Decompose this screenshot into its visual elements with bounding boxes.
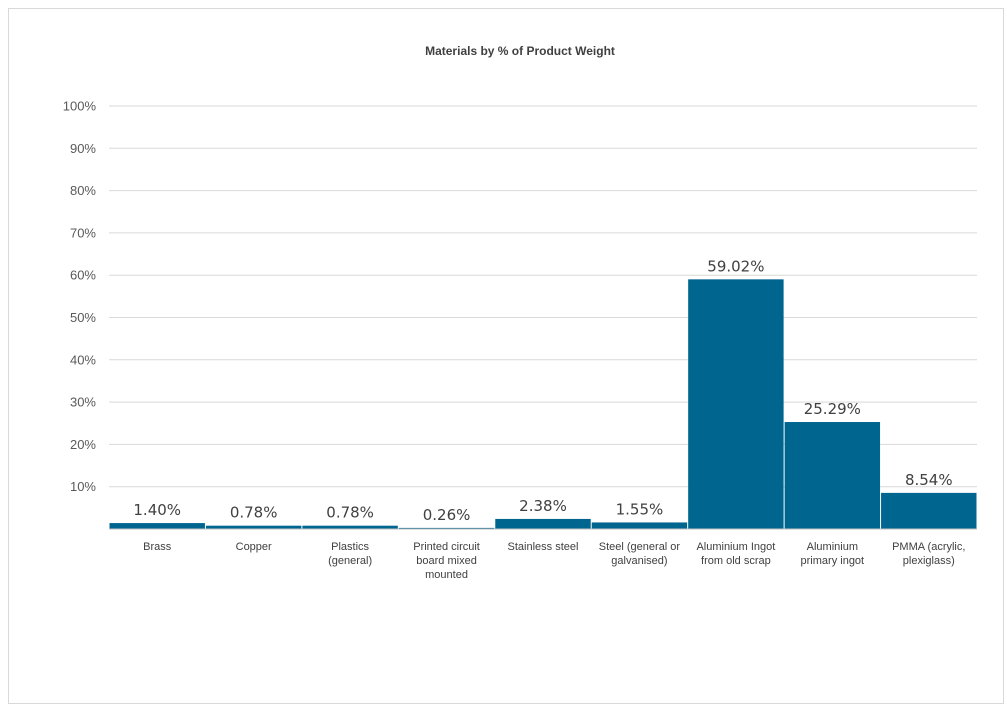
bar [302,525,398,529]
bar [881,492,977,529]
y-tick-label: 100% [63,99,97,114]
y-tick-label: 40% [70,352,96,367]
y-tick-label: 70% [70,225,96,240]
category-label: Plastics (general) [328,541,372,567]
bars [109,279,977,529]
data-label: 0.26% [423,506,471,524]
bar [591,522,688,529]
y-tick-label: 80% [70,183,96,198]
data-label: 0.78% [230,504,278,522]
category-label: Stainless steel [508,541,579,553]
category-label: Steel (general or galvanised) [599,541,681,567]
category-label: Aluminium Ingot from old scrap [696,541,775,567]
category-label: Aluminium primary ingot [801,541,865,567]
data-label: 25.29% [804,400,861,418]
category-label: Copper [236,541,272,553]
category-labels: Brass Copper Plastics (general) Printed circ… [143,541,965,581]
y-tick-label: 10% [70,479,96,494]
y-tick-label: 30% [70,395,96,410]
chart-title: Materials by % of Product Weight [425,44,615,58]
chart-frame [8,8,1004,704]
data-label: 1.55% [616,500,664,518]
data-label: 8.54% [905,471,953,489]
data-labels: 1.40% 0.78% 0.78% 0.26% 2.38% 1.55% 59.02% 25.2… [133,257,952,524]
data-label: 0.78% [326,504,374,522]
category-label: Printed circuit board mixed mounted [413,541,480,581]
bar [784,422,881,529]
data-label: 2.38% [519,497,567,515]
bar [109,523,205,529]
y-tick-label: 50% [70,310,96,325]
bar [688,279,784,529]
y-tick-label: 60% [70,268,96,283]
y-tick-label: 20% [70,437,96,452]
data-label: 1.40% [133,501,181,519]
bar [495,518,591,529]
bar [205,525,302,529]
category-label: Brass [143,541,172,553]
category-label: PMMA (acrylic, plexiglass) [892,541,965,567]
data-label: 59.02% [707,257,764,275]
bar [398,527,495,529]
y-axis-ticks: 10% 20% 30% 40% 50% 60% 70% 80% 90% 100% [63,99,97,495]
y-tick-label: 90% [70,141,96,156]
